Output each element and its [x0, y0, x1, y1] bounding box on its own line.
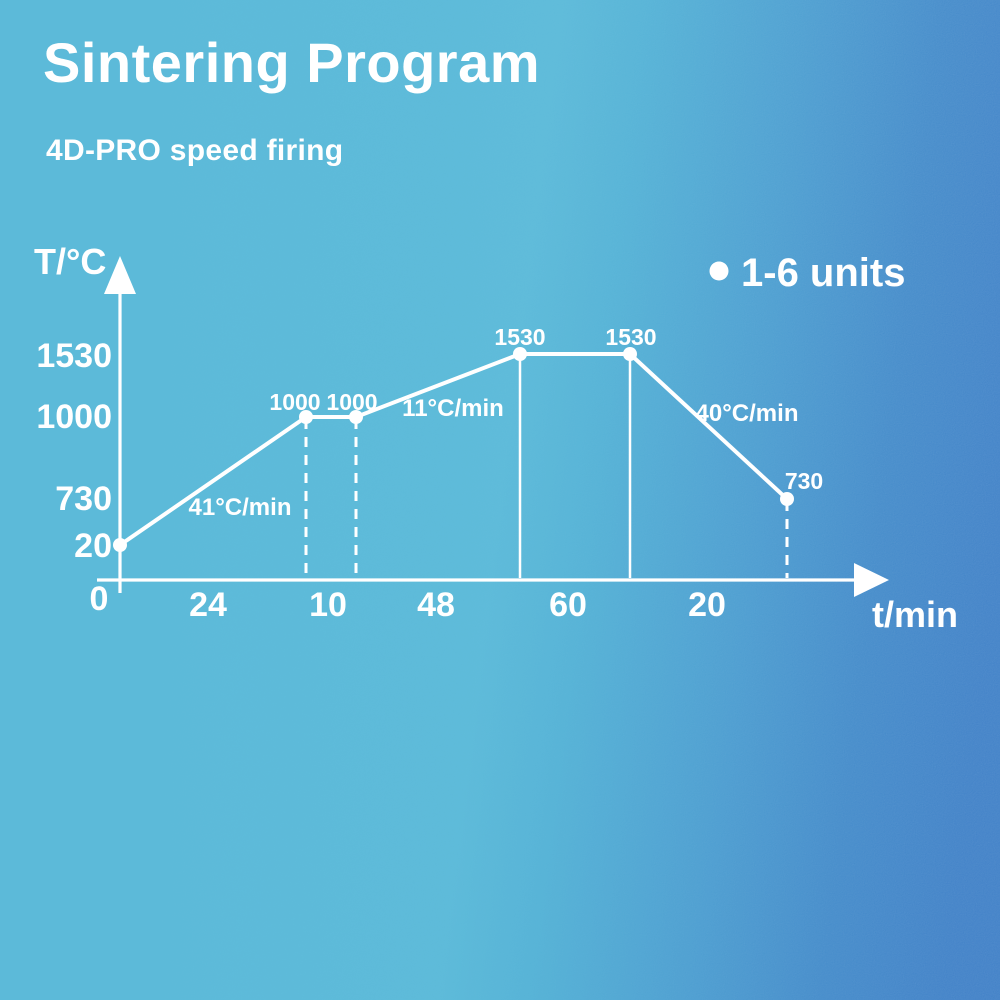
y-tick-1530: 1530: [36, 337, 112, 375]
page-title: Sintering Program: [43, 31, 541, 94]
y-tick-20: 20: [74, 527, 112, 565]
y-axis-arrow-icon: [104, 256, 136, 294]
data-point-1530-a: [513, 347, 527, 361]
rate-annotation-ramp1: 41°C/min: [189, 494, 292, 521]
page-subtitle: 4D-PRO speed firing: [46, 134, 344, 167]
legend-label: 1-6 units: [741, 251, 905, 295]
point-label-1000-a: 1000: [269, 389, 320, 415]
rate-annotation-cooldown: 40°C/min: [696, 400, 799, 427]
temperature-curve: [118, 352, 789, 547]
x-segment-10: 10: [309, 586, 347, 624]
point-label-1000-b: 1000: [326, 389, 377, 415]
data-point-1000-a: [299, 410, 313, 424]
y-tick-730: 730: [55, 480, 112, 518]
data-point-20: [113, 538, 127, 552]
data-point-1530-b: [623, 347, 637, 361]
point-label-1530-a: 1530: [494, 324, 545, 350]
point-label-1530-b: 1530: [605, 324, 656, 350]
rate-annotation-ramp2: 11°C/min: [402, 395, 504, 422]
data-point-1000-b: [349, 410, 363, 424]
x-segment-60: 60: [549, 586, 587, 624]
legend-dot-icon: [709, 261, 729, 281]
x-segment-24: 24: [189, 586, 227, 624]
x-segment-20: 20: [688, 586, 726, 624]
y-tick-1000: 1000: [36, 398, 112, 436]
x-axis-title: t/min: [872, 594, 958, 635]
data-point-730: [780, 492, 794, 506]
x-axis-arrow-icon: [854, 563, 889, 597]
origin-label: 0: [90, 580, 109, 618]
x-segment-48: 48: [417, 586, 455, 624]
y-axis-title: T/°C: [34, 241, 106, 282]
point-label-730: 730: [785, 468, 823, 494]
